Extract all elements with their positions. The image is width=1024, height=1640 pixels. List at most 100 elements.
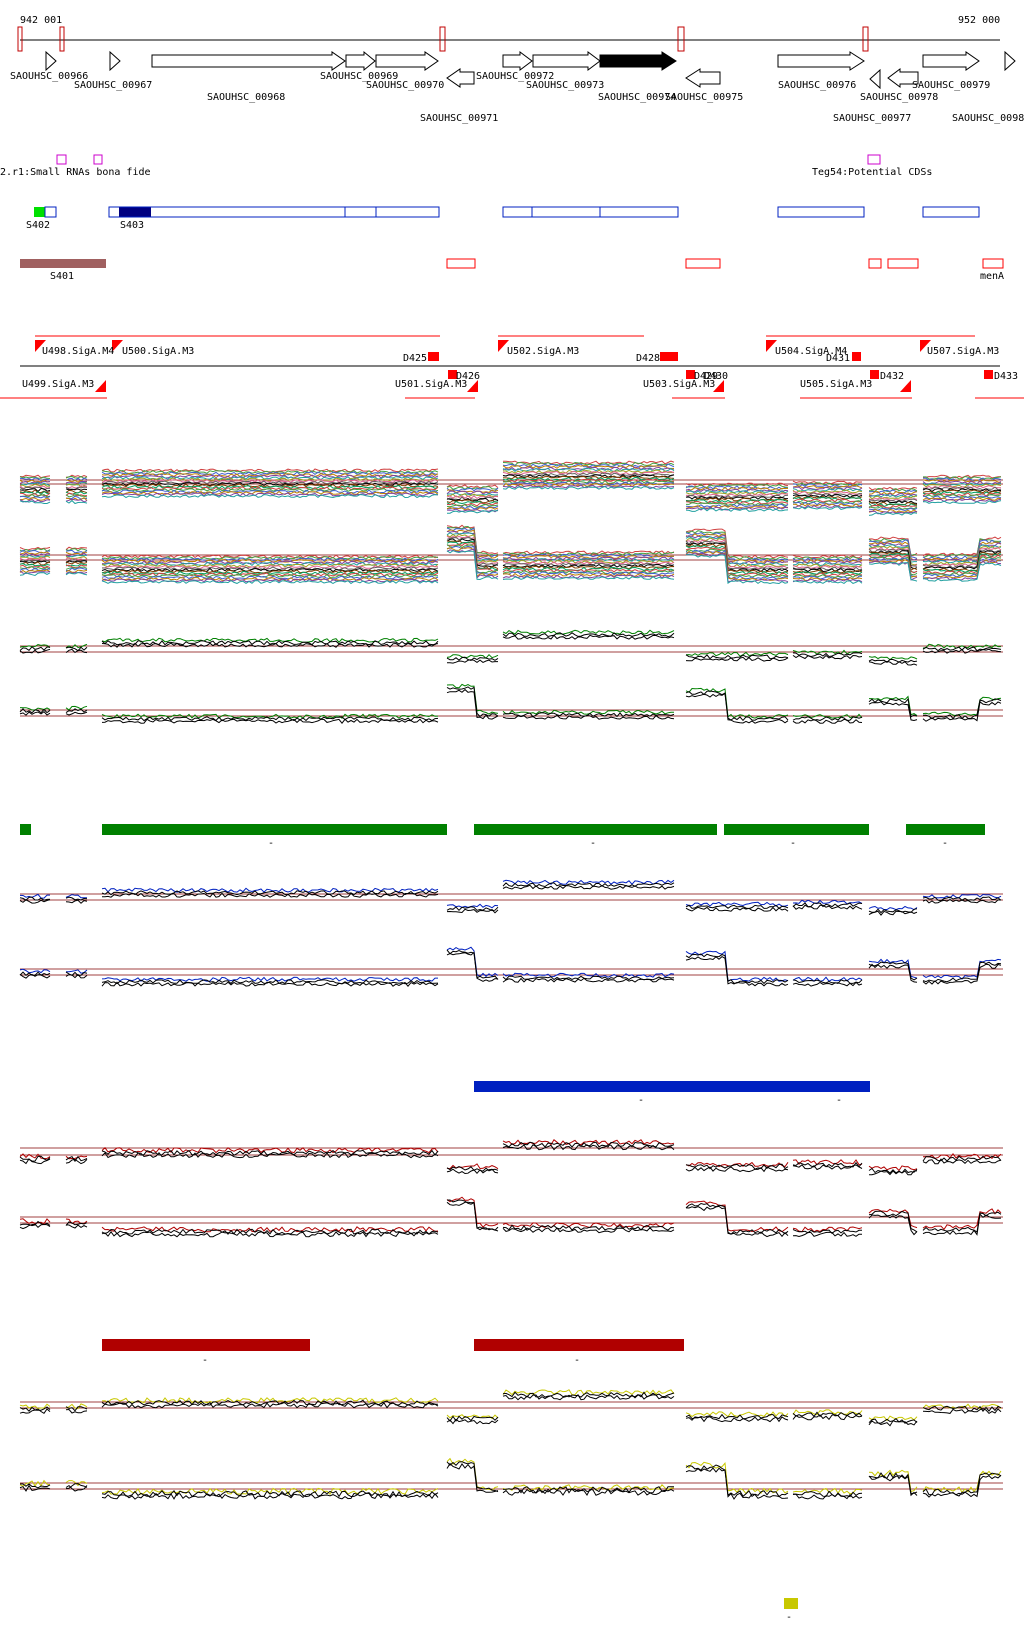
gene-label[interactable]: SAOUHSC_00968 xyxy=(207,92,285,103)
segment-s402-label: S402 xyxy=(26,220,50,231)
gene-00976-arrow[interactable] xyxy=(777,51,865,71)
tick-mark: - xyxy=(574,1355,580,1366)
promoter-label[interactable]: U504.SigA.M4 xyxy=(775,346,847,357)
promoter-label[interactable]: U503.SigA.M3 xyxy=(643,379,715,390)
terminator-label[interactable]: D433 xyxy=(994,371,1018,382)
expression-track xyxy=(19,1457,1003,1500)
condition-bar[interactable] xyxy=(474,1081,870,1092)
gene-label[interactable]: SAOUHSC_0098 xyxy=(952,113,1024,124)
gene-track: SAOUHSC_00966 SAOUHSC_00967 SAOUHSC_0096… xyxy=(10,50,1024,124)
gene-label[interactable]: SAOUHSC_00971 xyxy=(420,113,498,124)
promoter-label[interactable]: U498.SigA.M4 xyxy=(42,346,114,357)
red-condition-bars xyxy=(102,1339,684,1351)
gene-labels: SAOUHSC_00966 SAOUHSC_00967 SAOUHSC_0096… xyxy=(10,71,1024,124)
expression-track xyxy=(19,879,1003,916)
condition-bar[interactable] xyxy=(20,824,31,835)
segment-s402-fill[interactable] xyxy=(34,207,45,217)
condition-bars: - - - - - - - - - xyxy=(20,824,985,1623)
expression-track xyxy=(19,1389,1003,1427)
gene-label[interactable]: SAOUHSC_00967 xyxy=(74,80,152,91)
tick-mark: - xyxy=(942,838,948,849)
terminator-label[interactable]: D426 xyxy=(456,371,480,382)
gene-label[interactable]: SAOUHSC_00978 xyxy=(860,92,938,103)
gene-label[interactable]: SAOUHSC_00975 xyxy=(665,92,743,103)
gene-arrows xyxy=(45,50,1016,90)
tick-mark: - xyxy=(268,838,274,849)
terminator-label[interactable]: D432 xyxy=(880,371,904,382)
condition-bar[interactable] xyxy=(724,824,869,835)
segment-s402[interactable] xyxy=(44,206,57,218)
expression-track xyxy=(19,946,1003,987)
expression-track xyxy=(19,683,1003,725)
small-rna-label: 2.r1:Small RNAs bona fide xyxy=(0,167,151,178)
gene-label[interactable]: SAOUHSC_00977 xyxy=(833,113,911,124)
axis-gap-markers xyxy=(17,26,869,52)
promoter-label[interactable]: U501.SigA.M3 xyxy=(395,379,467,390)
tick-mark: - xyxy=(202,1355,208,1366)
promoter-label[interactable]: U507.SigA.M3 xyxy=(927,346,999,357)
segment-s403[interactable] xyxy=(108,206,440,218)
segment-block[interactable] xyxy=(502,206,679,218)
promoter-label[interactable]: U500.SigA.M3 xyxy=(122,346,194,357)
gene-label[interactable]: SAOUHSC_00969 xyxy=(320,71,398,82)
expression-track xyxy=(19,460,1003,516)
terminator-label[interactable]: D431 xyxy=(826,353,850,364)
tick-mark: - xyxy=(790,838,796,849)
promoter-track: U498.SigA.M4 U500.SigA.M3 U502.SigA.M3 U… xyxy=(0,335,1024,399)
condition-bar[interactable] xyxy=(784,1598,798,1609)
terminator-label[interactable]: D430 xyxy=(704,371,728,382)
gene-00971-arrow[interactable] xyxy=(446,68,475,88)
segment-block[interactable] xyxy=(922,206,980,218)
condition-bar[interactable] xyxy=(906,824,985,835)
tick-mark: - xyxy=(836,1095,842,1106)
promoter-label[interactable]: U499.SigA.M3 xyxy=(22,379,94,390)
promoter-label[interactable]: U502.SigA.M3 xyxy=(507,346,579,357)
promoter-label[interactable]: U505.SigA.M3 xyxy=(800,379,872,390)
gene-00969-arrow[interactable] xyxy=(345,50,376,72)
gene-00968-arrow[interactable] xyxy=(151,51,346,71)
axis-start-label: 942 001 xyxy=(20,15,62,26)
gene-00970-arrow[interactable] xyxy=(375,51,439,71)
gene-0098-arrow[interactable] xyxy=(1004,50,1016,72)
gene-00979-arrow[interactable] xyxy=(922,51,980,71)
gene-00974-arrow[interactable] xyxy=(599,51,677,71)
operon-track: S401 menA xyxy=(20,258,1004,282)
terminator-label[interactable]: D425 xyxy=(403,353,427,364)
coordinate-axis: 942 001 952 000 xyxy=(17,15,1000,52)
terminator-label[interactable]: D428 xyxy=(636,353,660,364)
segment-s401-label: S401 xyxy=(50,271,74,282)
gene-label[interactable]: SAOUHSC_00966 xyxy=(10,71,88,82)
gene-00966-arrow[interactable] xyxy=(45,50,57,72)
gene-00973-arrow[interactable] xyxy=(532,51,601,71)
condition-bar[interactable] xyxy=(474,1339,684,1351)
gene-label[interactable]: SAOUHSC_00974 xyxy=(598,92,676,103)
expression-track xyxy=(19,629,1003,666)
axis-end-label: 952 000 xyxy=(958,15,1000,26)
expression-track xyxy=(19,524,1003,585)
segment-block[interactable] xyxy=(777,206,865,218)
small-rna-box[interactable] xyxy=(93,154,103,165)
small-rna-box[interactable] xyxy=(56,154,67,165)
gene-label[interactable]: SAOUHSC_00970 xyxy=(366,80,444,91)
gene-00975-arrow[interactable] xyxy=(685,68,721,88)
terminator-label[interactable]: D429 xyxy=(694,371,718,382)
segment-track: S402 S403 xyxy=(26,206,980,231)
gene-label[interactable]: SAOUHSC_00973 xyxy=(526,80,604,91)
gene-label[interactable]: SAOUHSC_00972 xyxy=(476,71,554,82)
gene-00978-arrow[interactable] xyxy=(887,68,919,88)
segment-s403-fill[interactable] xyxy=(119,207,151,217)
expression-tracks xyxy=(19,460,1003,1500)
gene-00977-arrow[interactable] xyxy=(869,68,881,90)
condition-bar[interactable] xyxy=(102,1339,310,1351)
condition-bar[interactable] xyxy=(474,824,717,835)
potential-cds-box[interactable] xyxy=(867,154,881,165)
gene-00967-arrow[interactable] xyxy=(109,50,121,72)
gene-label[interactable]: SAOUHSC_00979 xyxy=(912,80,990,91)
tick-mark: - xyxy=(638,1095,644,1106)
gene-label[interactable]: SAOUHSC_00976 xyxy=(778,80,856,91)
gene-00972-arrow[interactable] xyxy=(502,51,533,71)
potential-cds-label: Teg54:Potential CDSs xyxy=(812,167,932,178)
segment-s401[interactable] xyxy=(20,259,106,268)
condition-bar[interactable] xyxy=(102,824,447,835)
